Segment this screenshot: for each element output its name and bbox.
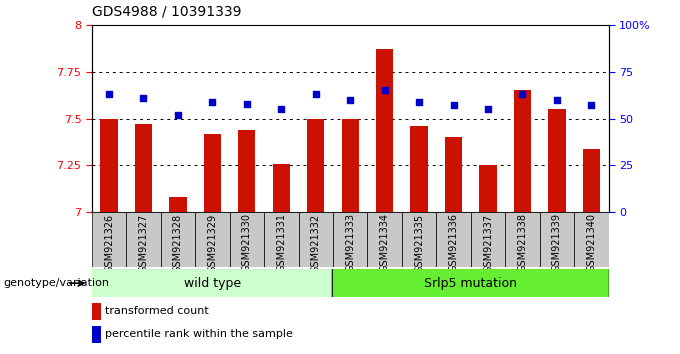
Bar [126,212,160,267]
Text: GSM921326: GSM921326 [104,213,114,273]
Text: GDS4988 / 10391339: GDS4988 / 10391339 [92,5,241,19]
Point [276,106,287,112]
Bar [341,119,359,212]
Text: GSM921330: GSM921330 [242,213,252,273]
Bar [169,198,186,212]
Point [586,103,597,108]
Text: GSM921334: GSM921334 [379,213,390,273]
Point [138,95,149,101]
Bar [540,212,574,267]
Text: GSM921332: GSM921332 [311,213,321,273]
Bar [367,212,402,267]
Bar [514,90,531,212]
Bar [505,212,540,267]
Text: GSM921336: GSM921336 [449,213,458,273]
Bar [402,212,437,267]
Text: GSM921329: GSM921329 [207,213,218,273]
Bar [411,126,428,212]
Bar [437,212,471,267]
Bar [333,212,367,267]
Bar [160,212,195,267]
Text: wild type: wild type [184,277,241,290]
Text: GSM921333: GSM921333 [345,213,355,273]
Point [310,91,321,97]
Bar [92,212,126,267]
Bar [273,164,290,212]
Bar [195,212,230,267]
Point [379,87,390,93]
Point [345,97,356,103]
Point [483,106,494,112]
Bar [92,303,101,320]
Text: GSM921327: GSM921327 [139,213,148,273]
Text: GSM921328: GSM921328 [173,213,183,273]
Bar [264,212,299,267]
Point [103,91,114,97]
FancyBboxPatch shape [333,268,609,298]
Point [517,91,528,97]
Bar [445,137,462,212]
Bar [479,166,496,212]
Point [413,99,424,104]
Text: transformed count: transformed count [105,306,209,316]
Bar [101,119,118,212]
Text: GSM921338: GSM921338 [517,213,528,273]
Text: GSM921339: GSM921339 [552,213,562,273]
Point [448,103,459,108]
Text: genotype/variation: genotype/variation [3,278,109,288]
Bar [299,212,333,267]
Point [173,112,184,118]
Bar [583,149,600,212]
Point [551,97,562,103]
Text: GSM921331: GSM921331 [276,213,286,273]
Bar [204,133,221,212]
Text: GSM921340: GSM921340 [586,213,596,273]
Point [241,101,252,107]
Bar [230,212,264,267]
Point [207,99,218,104]
FancyBboxPatch shape [91,268,334,298]
Bar [548,109,566,212]
Text: percentile rank within the sample: percentile rank within the sample [105,329,293,339]
Bar [471,212,505,267]
Text: GSM921337: GSM921337 [483,213,493,273]
Bar [574,212,609,267]
Bar [92,326,101,343]
Text: GSM921335: GSM921335 [414,213,424,273]
Bar [376,49,393,212]
Bar [135,124,152,212]
Bar [307,119,324,212]
Bar [238,130,256,212]
Text: Srlp5 mutation: Srlp5 mutation [424,277,517,290]
